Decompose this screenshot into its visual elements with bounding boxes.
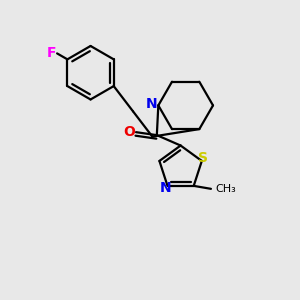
- Text: N: N: [146, 97, 158, 111]
- Text: CH₃: CH₃: [215, 184, 236, 194]
- Text: O: O: [124, 124, 135, 139]
- Text: N: N: [159, 181, 171, 195]
- Text: F: F: [47, 46, 56, 60]
- Text: S: S: [198, 151, 208, 165]
